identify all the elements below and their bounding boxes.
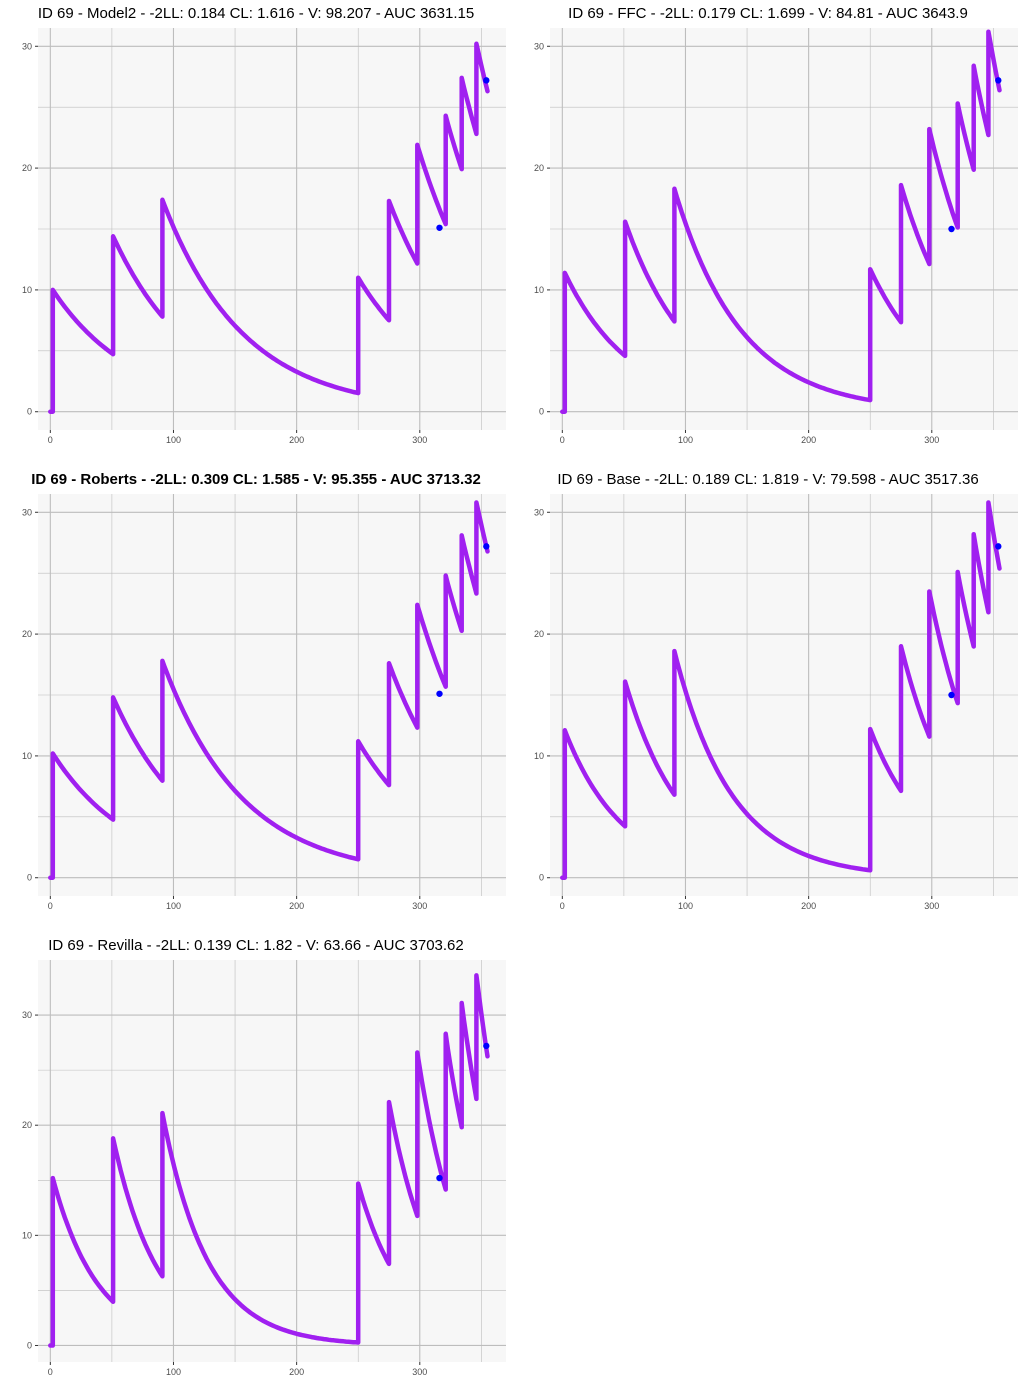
observation-point xyxy=(483,1042,490,1050)
observation-point xyxy=(436,690,443,697)
observation-point xyxy=(995,77,1002,84)
x-tick-label: 300 xyxy=(412,1367,427,1377)
x-tick-label: 100 xyxy=(166,1367,181,1377)
y-tick-label: 10 xyxy=(534,751,544,761)
x-tick-label: 200 xyxy=(289,901,304,911)
x-tick-label: 100 xyxy=(166,901,181,911)
prediction-line xyxy=(48,41,490,414)
x-tick-label: 200 xyxy=(801,901,816,911)
prediction-line xyxy=(48,973,490,1348)
y-tick-label: 0 xyxy=(27,1340,32,1350)
plot-background xyxy=(38,960,506,1362)
observation-point xyxy=(948,691,955,699)
x-tick-label: 200 xyxy=(289,435,304,445)
prediction-line xyxy=(560,500,1002,880)
y-tick-label: 20 xyxy=(22,163,32,173)
y-tick-label: 30 xyxy=(22,507,32,517)
x-tick-label: 200 xyxy=(801,435,816,445)
x-tick-label: 0 xyxy=(48,435,53,445)
plot-area: 0 100 200 300 0 10 20 30 xyxy=(22,494,506,911)
observation-point xyxy=(483,77,490,84)
y-tick-label: 30 xyxy=(534,507,544,517)
panel-title: ID 69 - Revilla - -2LL: 0.139 CL: 1.82 -… xyxy=(48,937,464,954)
plot-area: 0 100 200 300 0 10 20 30 xyxy=(22,28,506,445)
plot-area: 0 100 200 300 0 10 20 30 xyxy=(22,960,506,1377)
plot-area: 0 100 200 300 0 10 20 30 xyxy=(534,494,1018,911)
x-tick-label: 0 xyxy=(48,901,53,911)
x-tick-label: 100 xyxy=(678,435,693,445)
y-tick-label: 0 xyxy=(27,873,32,883)
panel-title: ID 69 - Base - -2LL: 0.189 CL: 1.819 - V… xyxy=(557,471,979,488)
x-tick-label: 300 xyxy=(412,901,427,911)
y-tick-label: 10 xyxy=(534,285,544,295)
y-tick-label: 0 xyxy=(539,873,544,883)
panel-title: ID 69 - Model2 - -2LL: 0.184 CL: 1.616 -… xyxy=(37,5,475,22)
x-tick-label: 100 xyxy=(166,435,181,445)
y-tick-label: 20 xyxy=(534,629,544,639)
y-tick-label: 0 xyxy=(27,407,32,417)
x-tick-label: 300 xyxy=(924,901,939,911)
panel-base: ID 69 - Base - -2LL: 0.189 CL: 1.819 - V… xyxy=(512,466,1024,932)
observation-point xyxy=(948,225,955,233)
y-tick-label: 30 xyxy=(22,1010,32,1020)
observation-point xyxy=(483,543,490,550)
y-tick-label: 20 xyxy=(22,1120,32,1130)
prediction-line xyxy=(48,500,490,880)
panel-revilla: ID 69 - Revilla - -2LL: 0.139 CL: 1.82 -… xyxy=(0,932,512,1398)
x-tick-label: 100 xyxy=(678,901,693,911)
y-tick-label: 20 xyxy=(534,163,544,173)
y-tick-label: 30 xyxy=(534,41,544,51)
x-tick-label: 0 xyxy=(560,435,565,445)
x-tick-label: 0 xyxy=(560,901,565,911)
x-tick-label: 0 xyxy=(48,1367,53,1377)
x-tick-label: 200 xyxy=(289,1367,304,1377)
y-tick-label: 10 xyxy=(22,285,32,295)
observation-point xyxy=(436,224,443,231)
y-tick-label: 10 xyxy=(22,751,32,761)
y-tick-label: 0 xyxy=(539,407,544,417)
y-tick-label: 10 xyxy=(22,1230,32,1240)
plot-area: 0 100 200 300 0 10 20 30 xyxy=(534,28,1018,445)
panel-model2: ID 69 - Model2 - -2LL: 0.184 CL: 1.616 -… xyxy=(0,0,512,466)
panel-roberts: ID 69 - Roberts - -2LL: 0.309 CL: 1.585 … xyxy=(0,466,512,932)
y-tick-label: 20 xyxy=(22,629,32,639)
panel-title: ID 69 - Roberts - -2LL: 0.309 CL: 1.585 … xyxy=(31,471,481,488)
x-tick-label: 300 xyxy=(924,435,939,445)
observation-point xyxy=(436,1174,443,1182)
prediction-line xyxy=(560,29,1002,414)
panel-ffc: ID 69 - FFC - -2LL: 0.179 CL: 1.699 - V:… xyxy=(512,0,1024,466)
y-tick-label: 30 xyxy=(22,41,32,51)
panel-title: ID 69 - FFC - -2LL: 0.179 CL: 1.699 - V:… xyxy=(568,5,968,22)
observation-point xyxy=(995,543,1002,550)
x-tick-label: 300 xyxy=(412,435,427,445)
